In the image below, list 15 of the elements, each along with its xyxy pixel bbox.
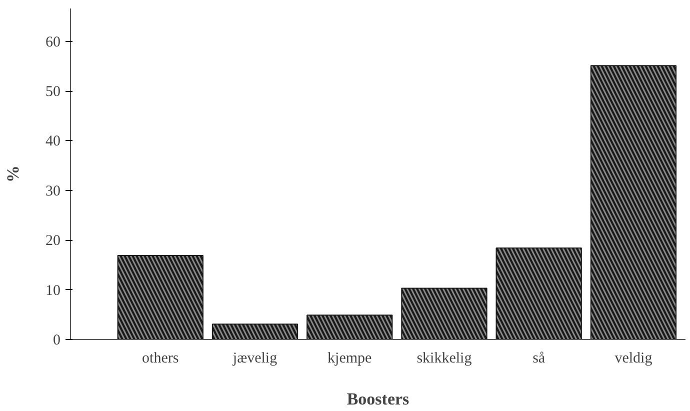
x-axis-title: Boosters: [346, 390, 410, 408]
y-tick-label: 20: [46, 233, 60, 250]
x-tick-label: kjempe: [328, 350, 372, 366]
y-tick-label: 0: [53, 332, 60, 348]
x-tick-label: veldig: [614, 350, 653, 366]
y-tick-label: 30: [46, 183, 60, 200]
y-tick-label: 40: [46, 134, 60, 150]
y-axis-title: %: [4, 166, 22, 182]
x-tick-label: jævelig: [232, 350, 278, 366]
x-tick-label: others: [142, 350, 179, 366]
y-tick-label: 10: [46, 282, 60, 299]
x-tick-label: så: [532, 350, 546, 366]
x-tick-label: skikkelig: [416, 350, 472, 366]
y-tick-label: 50: [46, 84, 60, 100]
y-tick-label: 60: [46, 34, 60, 50]
